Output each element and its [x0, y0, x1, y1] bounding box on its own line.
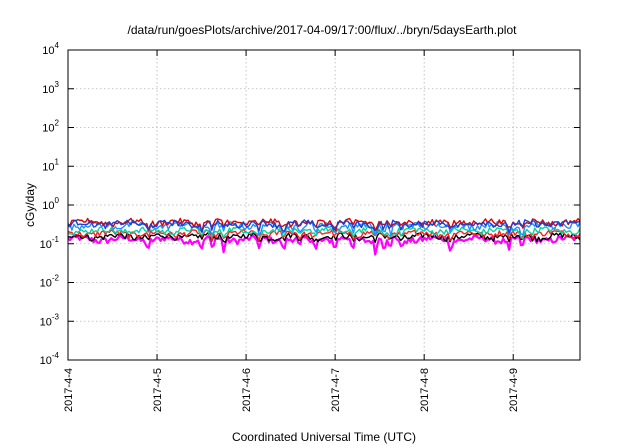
data-series	[67, 217, 581, 256]
y-tick-label: 103	[42, 80, 59, 96]
x-tick-label: 2017-4-9	[508, 368, 520, 412]
x-tick-label: 2017-4-5	[152, 368, 164, 412]
y-tick-label: 10-4	[40, 351, 60, 367]
series-line	[67, 231, 581, 244]
axis-ticks	[67, 49, 580, 361]
series-line	[67, 228, 581, 242]
chart-title: /data/run/goesPlots/archive/2017-04-09/1…	[128, 23, 518, 37]
y-tick-label: 102	[42, 119, 59, 135]
y-axis-label: cGy/day	[23, 183, 37, 227]
x-tick-label: 2017-4-8	[419, 368, 431, 412]
x-axis-label: Coordinated Universal Time (UTC)	[232, 430, 416, 444]
y-tick-label: 10-3	[40, 312, 60, 328]
series-line	[67, 225, 581, 240]
y-tick-labels: 10-4 10-3 10-2 10-1 100 101 102 103 104	[40, 41, 60, 367]
grid-lines	[67, 49, 580, 361]
x-tick-label: 2017-4-4	[63, 368, 75, 412]
y-tick-label: 104	[42, 41, 59, 57]
x-tick-label: 2017-4-6	[241, 368, 253, 412]
y-tick-label: 10-2	[40, 274, 60, 290]
x-tick-label: 2017-4-7	[330, 368, 342, 412]
x-tick-labels: 2017-4-4 2017-4-5 2017-4-6 2017-4-7 2017-4-8…	[63, 368, 520, 412]
y-tick-label: 101	[42, 157, 59, 173]
y-tick-label: 100	[42, 196, 59, 212]
series-line	[67, 219, 581, 234]
y-tick-label: 10-1	[40, 235, 60, 251]
series-line	[67, 234, 581, 256]
series-line	[67, 217, 581, 233]
